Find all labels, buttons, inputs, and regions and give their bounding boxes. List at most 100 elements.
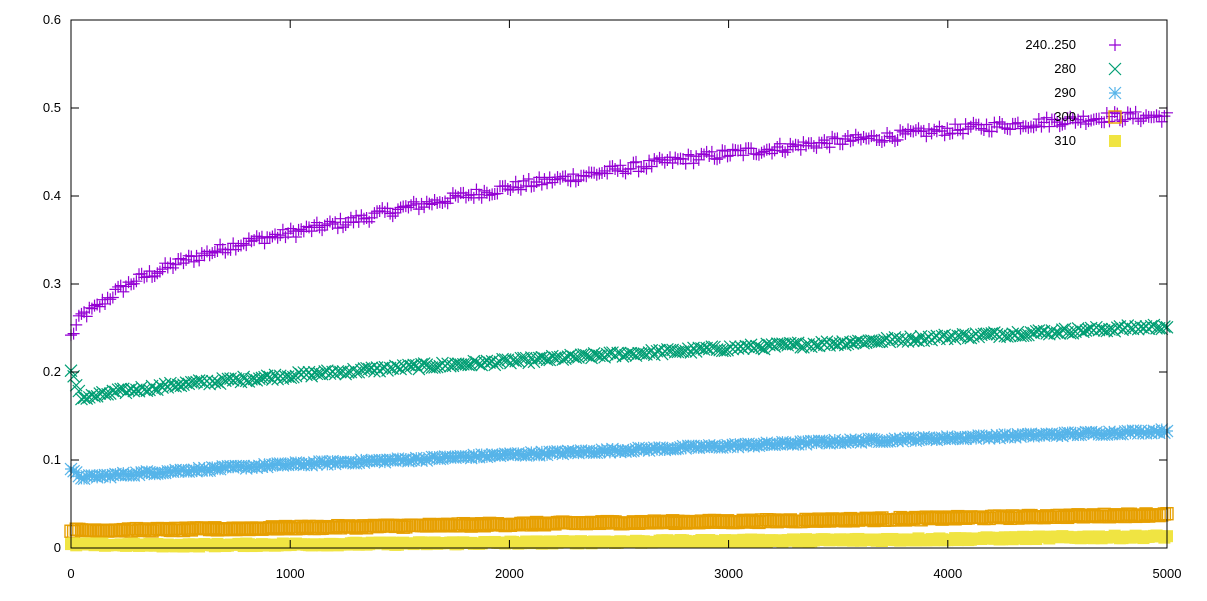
data-point [337, 221, 350, 234]
series-290 [64, 423, 1174, 486]
data-point [143, 265, 156, 278]
data-point [647, 514, 662, 528]
data-point [501, 183, 514, 196]
data-point [405, 199, 418, 212]
data-point [80, 310, 93, 323]
data-point [383, 453, 397, 467]
y-tick-label: 0.1 [43, 452, 61, 467]
data-point [1110, 508, 1125, 522]
data-point [626, 515, 641, 529]
data-point [660, 442, 674, 455]
data-point [1047, 510, 1062, 524]
data-point [506, 448, 520, 462]
data-point [716, 144, 729, 157]
legend-label: 280 [1054, 61, 1076, 76]
open-square-icon [1108, 110, 1122, 124]
data-point [111, 524, 125, 538]
x-tick-label: 0 [67, 566, 74, 581]
data-point [849, 128, 862, 141]
data-point [402, 454, 415, 468]
data-point [695, 147, 708, 160]
data-point [728, 340, 742, 354]
data-point [640, 162, 653, 175]
data-point [561, 174, 574, 187]
data-point [556, 447, 570, 461]
data-point [862, 334, 876, 348]
data-point [705, 145, 718, 158]
data-point [891, 133, 904, 146]
data-point [773, 137, 786, 150]
data-point [980, 118, 993, 131]
data-point [299, 457, 313, 471]
data-point [784, 137, 797, 150]
data-point [158, 466, 172, 480]
data-point [597, 516, 612, 530]
data-point [474, 517, 489, 531]
data-point [682, 148, 695, 161]
data-point [208, 246, 221, 259]
data-point [153, 265, 166, 278]
data-point [600, 347, 614, 361]
data-point [1074, 116, 1087, 129]
data-point [839, 132, 852, 145]
data-point [541, 177, 554, 190]
data-point [909, 434, 923, 448]
data-point [1137, 321, 1150, 335]
data-point [524, 518, 539, 532]
data-point [99, 297, 112, 310]
data-point [529, 515, 544, 530]
data-point [864, 432, 878, 446]
y-tick-label: 0.6 [43, 12, 61, 27]
data-point [1053, 120, 1066, 133]
data-point [153, 522, 167, 537]
data-point [334, 212, 347, 225]
data-point [357, 212, 370, 225]
data-point [1027, 429, 1041, 443]
data-point [736, 439, 750, 452]
data-point [645, 442, 659, 456]
data-point [114, 279, 127, 292]
data-point [381, 202, 394, 215]
data-point [692, 153, 705, 166]
data-point [867, 513, 881, 528]
data-point [399, 200, 412, 213]
data-point [284, 371, 298, 385]
data-point [711, 153, 724, 166]
data-point [715, 441, 729, 454]
data-point [554, 172, 567, 185]
data-point [713, 151, 726, 164]
data-point [720, 514, 735, 528]
data-point [590, 168, 603, 181]
data-point [812, 512, 826, 526]
legend-label: 240..250 [1025, 37, 1076, 52]
data-point [352, 215, 365, 228]
data-point [762, 437, 776, 451]
data-point [941, 122, 954, 135]
data-point [182, 465, 196, 479]
data-point [504, 184, 517, 197]
legend-entry: 280 [1054, 61, 1122, 76]
data-point [506, 353, 520, 367]
data-point [823, 141, 836, 154]
data-point [1097, 507, 1111, 522]
data-point [671, 442, 685, 455]
data-point [269, 228, 282, 241]
data-point [258, 370, 271, 384]
data-point [660, 342, 674, 356]
data-point [747, 439, 761, 453]
data-point [951, 124, 964, 137]
data-point [590, 446, 604, 460]
data-point [951, 509, 965, 524]
cross-icon [1108, 62, 1122, 76]
data-point [912, 122, 925, 135]
data-point [838, 436, 852, 449]
data-point [148, 382, 162, 396]
data-point [365, 211, 378, 224]
data-point [566, 350, 580, 364]
data-point [993, 116, 1006, 129]
data-point [106, 291, 119, 304]
data-point [156, 263, 169, 276]
data-point [778, 436, 792, 450]
data-point [286, 457, 300, 471]
